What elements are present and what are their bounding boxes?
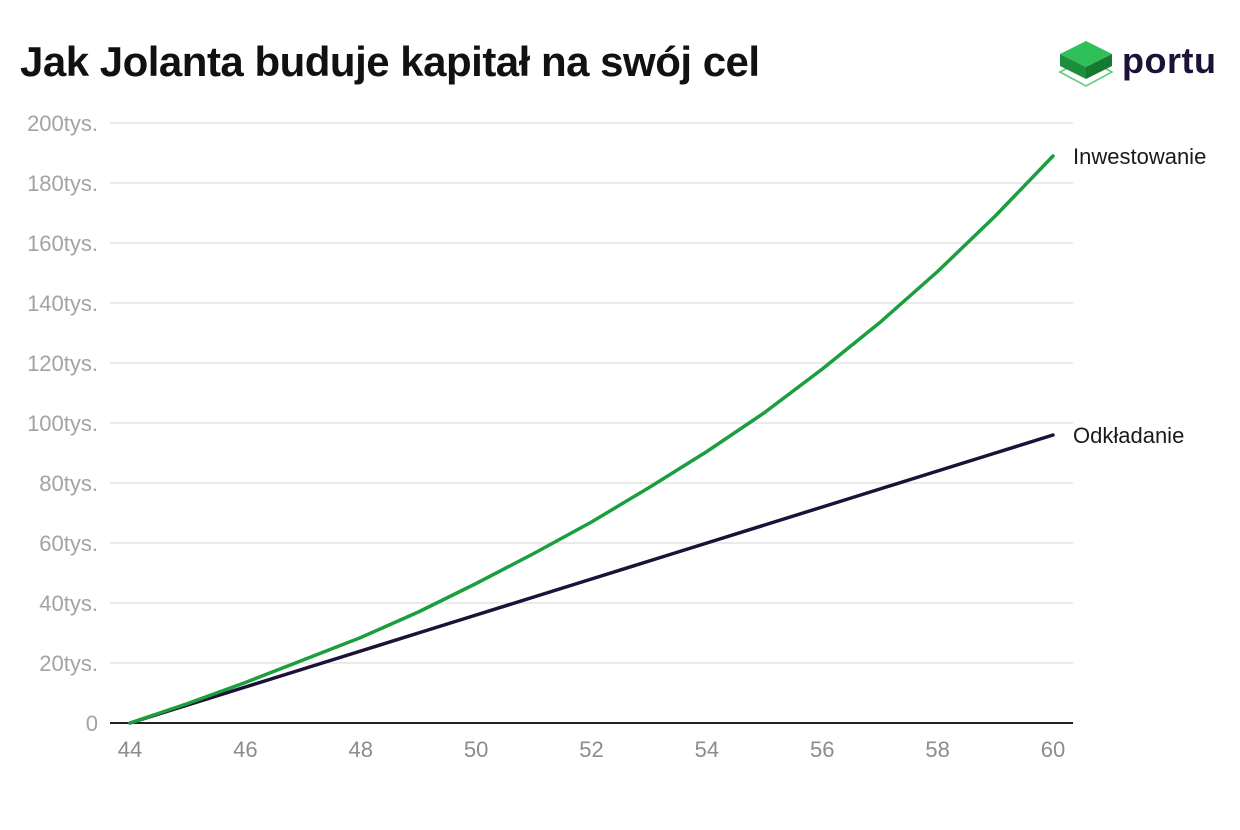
y-tick-label: 20tys. <box>39 651 98 676</box>
portu-logo: portu <box>1058 38 1223 98</box>
x-tick-label: 44 <box>118 737 142 762</box>
series-line-odkladanie <box>128 433 1055 725</box>
x-tick-label: 46 <box>233 737 257 762</box>
y-axis-ticks: 0 20tys. 40tys. 60tys. 80tys. 100tys. 120tys. 1… <box>27 111 98 736</box>
x-tick-label: 60 <box>1041 737 1065 762</box>
series-labels: Odkładanie Inwestowanie <box>1073 144 1206 448</box>
portu-logo-text: portu <box>1122 40 1217 81</box>
y-tick-label: 100tys. <box>27 411 98 436</box>
chart-title: Jak Jolanta buduje kapitał na swój cel <box>20 38 760 85</box>
x-tick-label: 56 <box>810 737 834 762</box>
x-tick-label: 48 <box>349 737 373 762</box>
y-tick-label: 160tys. <box>27 231 98 256</box>
y-tick-label: 80tys. <box>39 471 98 496</box>
y-tick-label: 0 <box>86 711 98 736</box>
portu-cube-icon <box>1058 41 1114 87</box>
y-tick-label: 200tys. <box>27 111 98 136</box>
gridlines <box>110 122 1073 664</box>
y-tick-label: 180tys. <box>27 171 98 196</box>
x-axis-ticks: 44 46 48 50 52 54 56 58 60 <box>118 737 1065 762</box>
series-label: Inwestowanie <box>1073 144 1206 169</box>
x-tick-label: 50 <box>464 737 488 762</box>
series-line-inwestowanie <box>128 154 1055 725</box>
x-tick-label: 54 <box>695 737 719 762</box>
series-label: Odkładanie <box>1073 423 1184 448</box>
y-tick-label: 120tys. <box>27 351 98 376</box>
y-tick-label: 60tys. <box>39 531 98 556</box>
y-tick-label: 140tys. <box>27 291 98 316</box>
y-tick-label: 40tys. <box>39 591 98 616</box>
series-lines <box>128 154 1055 725</box>
x-tick-label: 52 <box>579 737 603 762</box>
x-tick-label: 58 <box>925 737 949 762</box>
